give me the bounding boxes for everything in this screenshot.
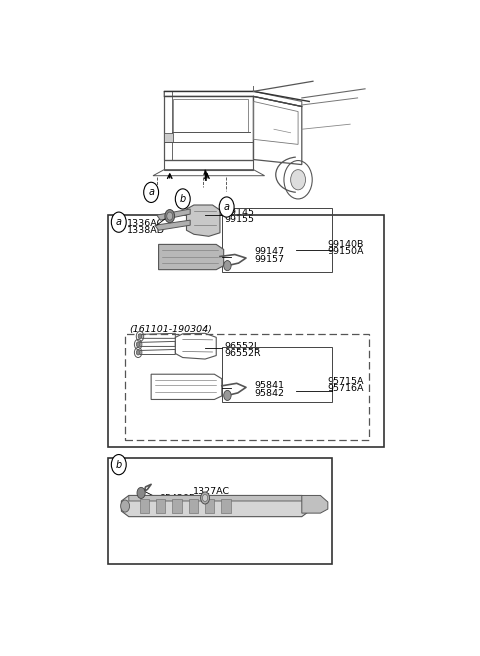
Circle shape (201, 492, 210, 504)
Circle shape (291, 170, 306, 190)
Text: 1336AC: 1336AC (127, 218, 164, 228)
Circle shape (224, 260, 231, 271)
Circle shape (120, 500, 130, 512)
Circle shape (138, 334, 142, 339)
Text: 95841: 95841 (254, 381, 284, 390)
Text: 99155: 99155 (225, 215, 254, 224)
Bar (222, 208, 332, 272)
Text: 95716A: 95716A (327, 384, 363, 394)
Text: (161101-190304): (161101-190304) (129, 325, 212, 334)
Text: a: a (116, 217, 122, 227)
Text: 99157: 99157 (254, 255, 284, 264)
Circle shape (111, 212, 126, 232)
Text: 99147: 99147 (254, 247, 284, 256)
Text: 99150A: 99150A (327, 247, 363, 256)
Text: b: b (116, 460, 122, 470)
Polygon shape (189, 499, 198, 513)
Text: 1338AD: 1338AD (127, 226, 165, 235)
Text: a: a (224, 202, 229, 212)
Circle shape (203, 495, 208, 501)
Polygon shape (172, 499, 181, 513)
Circle shape (136, 350, 140, 355)
Circle shape (167, 212, 173, 220)
Text: b: b (180, 194, 186, 204)
Bar (108, 215, 384, 447)
Text: 95715A: 95715A (327, 377, 363, 386)
Polygon shape (302, 495, 328, 513)
Text: 96552R: 96552R (225, 349, 261, 358)
Circle shape (136, 342, 140, 347)
Polygon shape (155, 220, 190, 230)
Circle shape (219, 197, 234, 217)
Text: 99140B: 99140B (327, 240, 363, 249)
Polygon shape (156, 209, 190, 220)
Bar (222, 348, 332, 402)
Circle shape (165, 209, 175, 222)
Text: 95420F: 95420F (160, 494, 195, 503)
Text: 99145: 99145 (225, 207, 254, 216)
Bar (108, 458, 332, 564)
Circle shape (111, 455, 126, 475)
Circle shape (224, 390, 231, 400)
Text: 96552L: 96552L (225, 342, 260, 351)
Text: a: a (148, 188, 154, 197)
Circle shape (137, 487, 145, 499)
Polygon shape (205, 499, 215, 513)
Polygon shape (221, 499, 231, 513)
Circle shape (144, 182, 158, 203)
Polygon shape (164, 133, 173, 142)
Polygon shape (156, 499, 165, 513)
Text: 1327AC: 1327AC (193, 487, 230, 496)
Circle shape (175, 189, 190, 209)
Bar (125, 334, 369, 440)
Text: 95842: 95842 (254, 389, 284, 398)
Polygon shape (158, 245, 224, 270)
Polygon shape (204, 170, 208, 181)
Polygon shape (186, 205, 220, 236)
Polygon shape (129, 495, 309, 501)
Polygon shape (140, 499, 149, 513)
Polygon shape (121, 495, 309, 517)
